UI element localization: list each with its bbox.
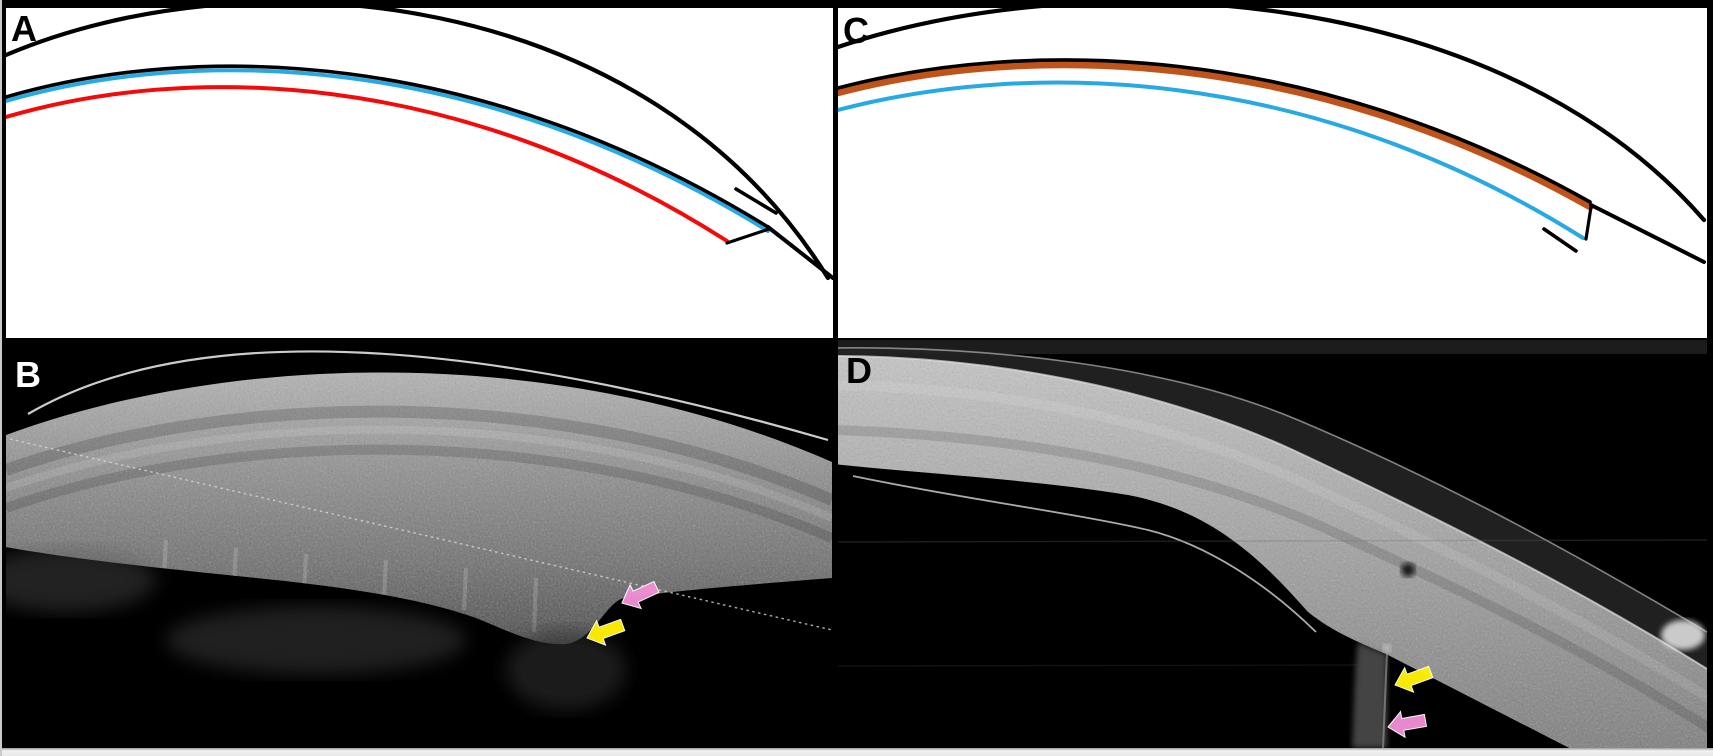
interface-line — [852, 475, 1317, 633]
interface-black-curve — [838, 58, 1592, 204]
dark-spot — [1401, 563, 1415, 577]
outer-surface-curve — [838, 8, 1707, 223]
panel-a-schematic: A — [6, 8, 833, 338]
panel-c-schematic: C — [838, 8, 1707, 338]
pink-arrow — [621, 580, 660, 610]
haze — [506, 630, 626, 710]
artifact-line — [838, 664, 1359, 667]
cut-top-highlight — [1383, 644, 1391, 652]
panel-c-drawing — [838, 8, 1707, 264]
red-curve — [6, 85, 729, 243]
surface-line — [838, 347, 1707, 633]
figure-left-edge — [0, 0, 2, 756]
flap-edge-tongue — [1352, 642, 1387, 748]
haze — [166, 606, 466, 674]
epithelium-zone — [838, 347, 1707, 669]
panel-d-oct-scan: D — [838, 340, 1707, 748]
yellow-arrow — [586, 618, 626, 646]
interface-continuation — [766, 225, 833, 280]
surface-line — [27, 350, 829, 442]
pink-arrow — [1387, 710, 1428, 739]
blue-curve — [6, 68, 770, 233]
panel-a-label: A — [11, 8, 37, 49]
panel-d-image — [838, 340, 1707, 748]
stroma-band — [838, 355, 1707, 748]
dotted-interface-line — [9, 438, 833, 631]
panel-b-oct-scan: B — [6, 340, 833, 748]
bright-spot — [1661, 620, 1705, 650]
side-cut-edge — [1584, 205, 1593, 241]
stroma-band — [6, 372, 832, 645]
interface-continuation — [1589, 203, 1706, 264]
outer-surface-curve — [6, 8, 831, 281]
haze — [6, 548, 156, 612]
panel-a-drawing — [6, 8, 833, 281]
interface-black-curve — [6, 64, 770, 229]
panel-d-label: D — [846, 350, 872, 391]
direction-arrow — [1542, 227, 1578, 253]
blue-curve — [838, 80, 1585, 240]
side-cut-line — [1382, 651, 1388, 748]
scan-frame-strip — [838, 340, 1707, 354]
yellow-arrow — [1394, 665, 1434, 693]
panel-b-label: B — [15, 354, 41, 395]
artifact-line — [838, 539, 1707, 543]
direction-arrow — [734, 187, 778, 215]
side-cut-edge — [725, 227, 771, 245]
orange-band — [838, 60, 1594, 211]
panel-c-label: C — [843, 10, 869, 51]
panel-b-image — [6, 350, 833, 710]
figure-bottom-edge — [0, 748, 1713, 756]
